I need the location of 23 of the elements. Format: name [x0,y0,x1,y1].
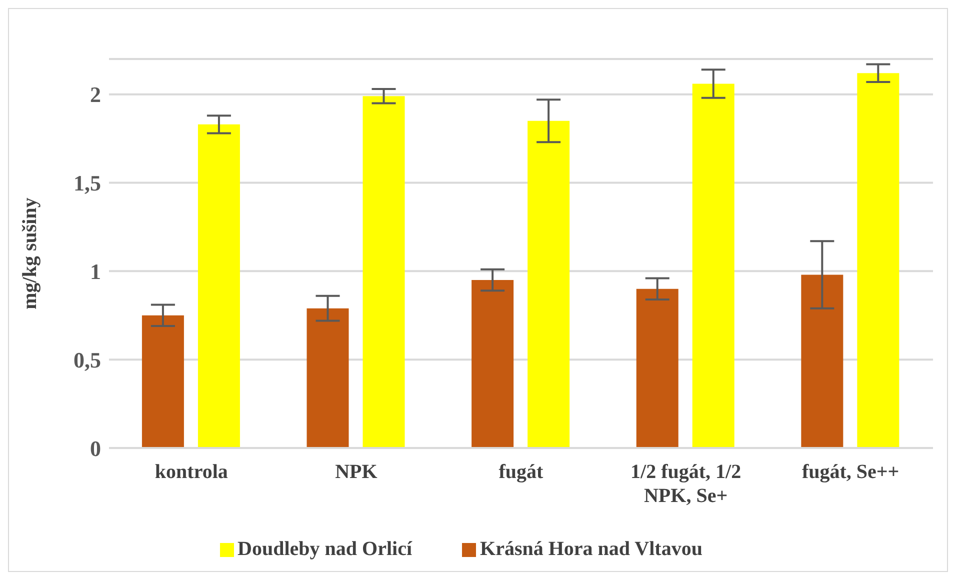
legend-label: Doudleby nad Orlicí [238,538,412,560]
x-tick-label: fugát, Se++ [802,461,900,483]
bar [801,274,844,448]
bar [636,288,678,448]
y-tick-label: 1 [90,258,101,284]
y-tick-label: 0 [90,436,101,461]
bar [142,315,184,448]
bar [362,96,405,448]
x-tick-label: 1/2 fugát, 1/2 NPK, Se+ [630,461,742,507]
bar [472,280,514,448]
bar [198,124,240,448]
x-tick-label: fugát [498,461,544,483]
x-tick-label: NPK [335,461,378,483]
bar [857,73,900,448]
y-axis-title: mg/kg sušiny [19,198,42,310]
x-tick-label: kontrola [154,461,228,483]
bar [528,120,570,448]
legend-label: Krásná Hora nad Vltavou [480,538,702,560]
y-tick-label: 0,5 [74,347,101,372]
bar [306,308,349,448]
y-tick-label: 2 [90,82,101,108]
bar [692,84,734,448]
y-tick-label: 1,5 [74,170,101,196]
